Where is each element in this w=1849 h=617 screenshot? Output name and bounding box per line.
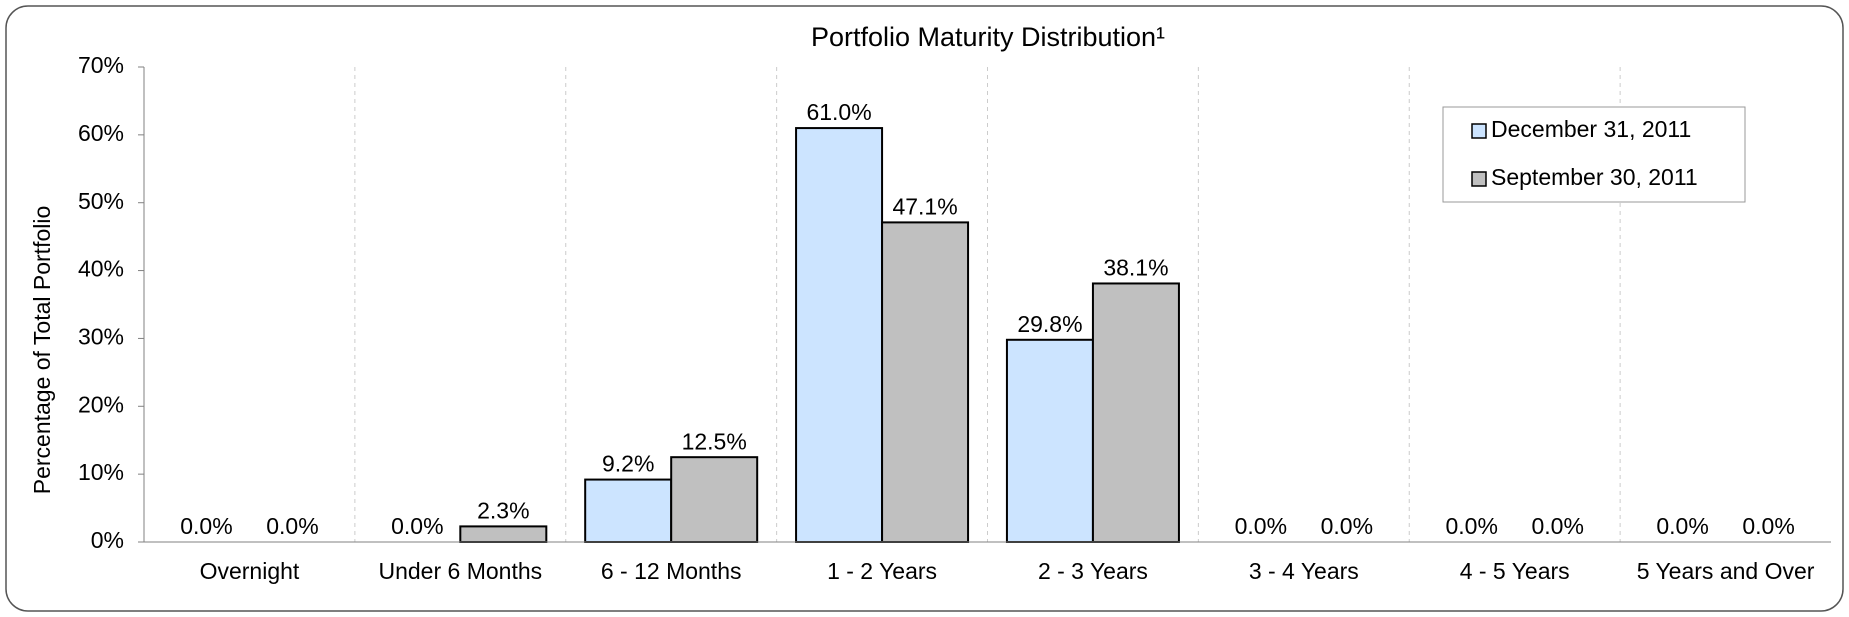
bar xyxy=(795,127,884,543)
x-tick-label: 2 - 3 Years xyxy=(1038,558,1148,584)
value-label: 12.5% xyxy=(682,428,747,454)
legend-swatch xyxy=(1471,123,1487,139)
x-tick-label: Under 6 Months xyxy=(378,558,542,584)
bar xyxy=(584,478,673,544)
value-label: 0.0% xyxy=(1656,513,1708,539)
value-label: 0.0% xyxy=(391,513,443,539)
bar xyxy=(1005,338,1094,543)
y-tick-label: 10% xyxy=(78,459,124,485)
legend-box xyxy=(1442,106,1746,203)
value-label: 0.0% xyxy=(1321,513,1373,539)
legend-label: September 30, 2011 xyxy=(1491,164,1698,190)
value-label: 0.0% xyxy=(1235,513,1287,539)
value-label: 0.0% xyxy=(266,513,318,539)
bar xyxy=(670,456,759,543)
x-tick-label: Overnight xyxy=(200,558,300,584)
y-axis-label: Percentage of Total Portfolio xyxy=(29,206,55,495)
value-label: 61.0% xyxy=(806,99,871,125)
y-tick-label: 20% xyxy=(78,391,124,417)
y-tick-label: 50% xyxy=(78,188,124,214)
value-label: 38.1% xyxy=(1103,255,1168,281)
legend-swatch xyxy=(1471,171,1487,187)
value-label: 2.3% xyxy=(477,497,529,523)
legend-label: December 31, 2011 xyxy=(1491,116,1691,142)
value-label: 47.1% xyxy=(892,193,957,219)
value-label: 0.0% xyxy=(1742,513,1794,539)
bar xyxy=(1091,282,1180,543)
value-label: 29.8% xyxy=(1017,311,1082,337)
x-tick-label: 3 - 4 Years xyxy=(1249,558,1359,584)
y-tick-label: 60% xyxy=(78,120,124,146)
value-label: 0.0% xyxy=(1445,513,1497,539)
x-tick-label: 1 - 2 Years xyxy=(827,558,937,584)
x-tick-label: 4 - 5 Years xyxy=(1460,558,1570,584)
x-tick-label: 6 - 12 Months xyxy=(601,558,742,584)
y-tick-label: 30% xyxy=(78,324,124,350)
chart-title: Portfolio Maturity Distribution¹ xyxy=(811,22,1165,52)
value-label: 9.2% xyxy=(602,451,654,477)
value-label: 0.0% xyxy=(180,513,232,539)
value-label: 0.0% xyxy=(1531,513,1583,539)
bar xyxy=(881,221,970,543)
y-tick-label: 70% xyxy=(78,52,124,78)
y-tick-label: 0% xyxy=(91,527,124,553)
bar xyxy=(459,525,548,544)
y-tick-label: 40% xyxy=(78,256,124,282)
x-tick-label: 5 Years and Over xyxy=(1637,558,1815,584)
